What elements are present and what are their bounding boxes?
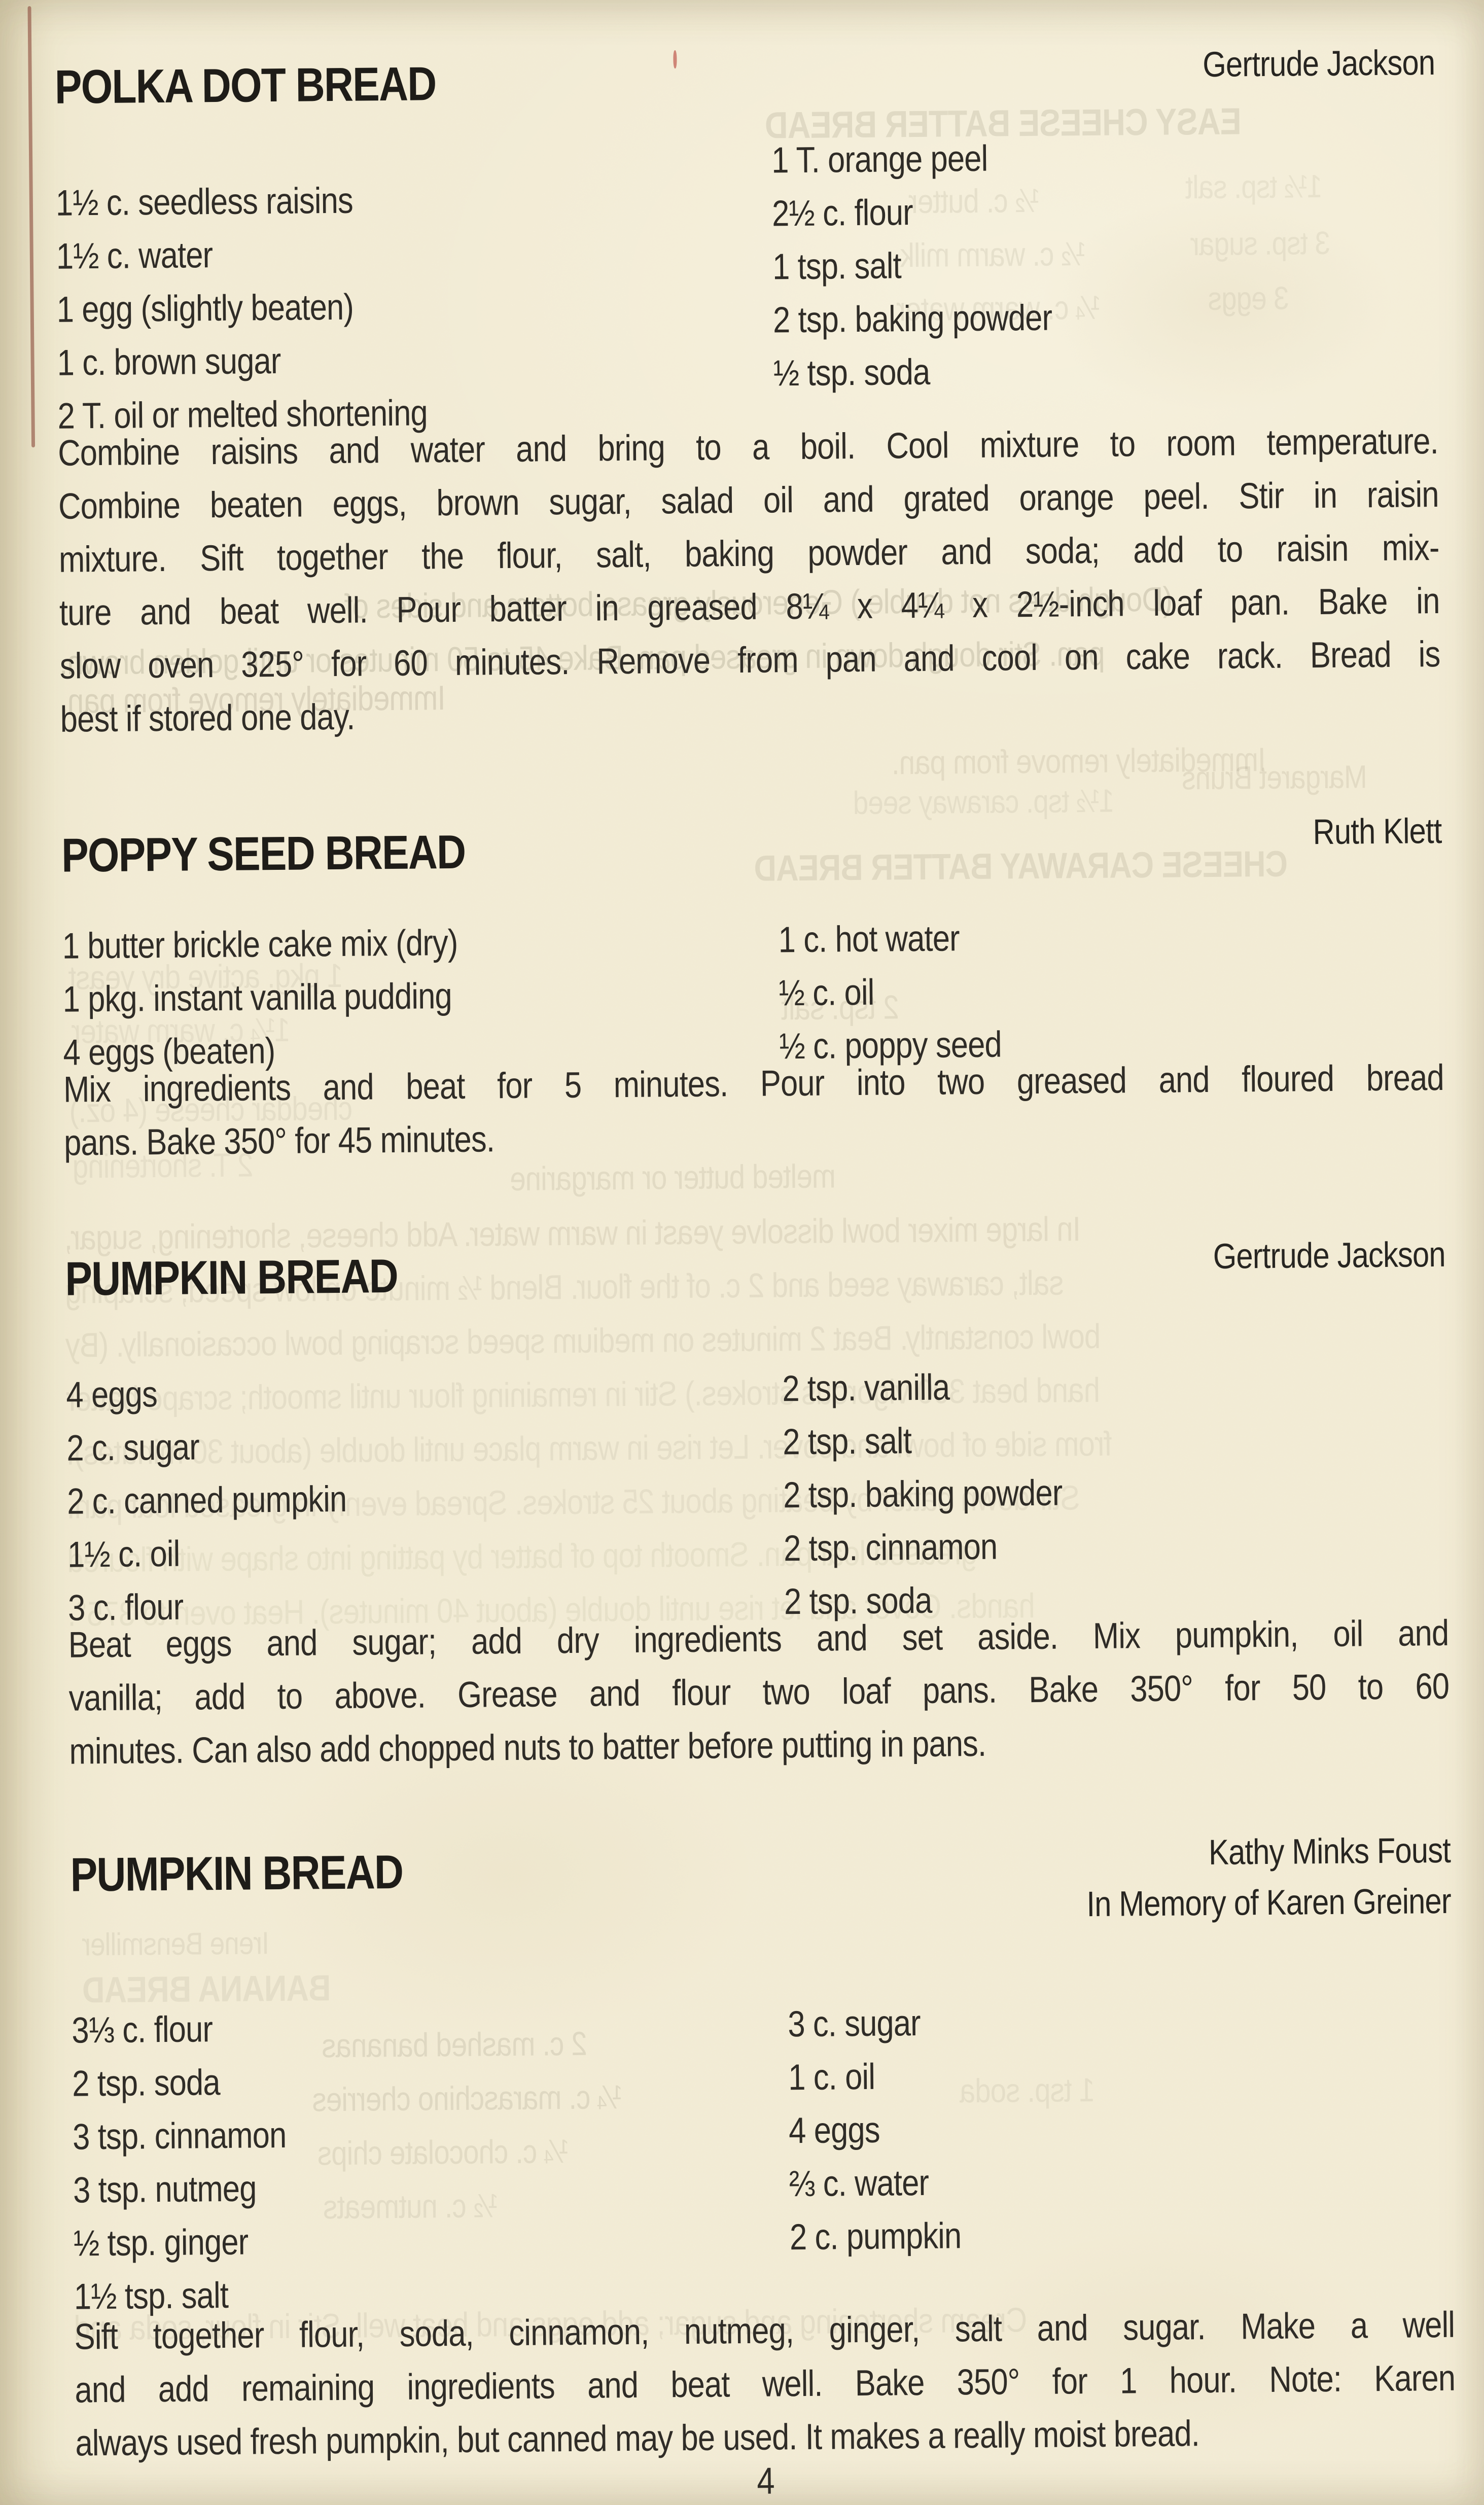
ingredient-line: 2 c. pumpkin [789,2215,962,2258]
instruction-line: pans. Bake 350° for 45 minutes. [63,1119,495,1163]
ingredient-line: ½ tsp. ginger [73,2221,249,2264]
instruction-line: minutes. Can also add chopped nuts to ba… [69,1723,986,1772]
ingredients-left-column: 1½ c. seedless raisins 1½ c. water 1 egg (… [55,170,774,443]
instructions: Mix ingredients and beat for 5 minutes. … [63,1051,1444,1170]
recipe-attribution: Gertrude Jackson [1203,37,1435,90]
instruction-line: best if stored one day. [60,696,355,740]
ingredient-line: 2 tsp. vanilla [782,1367,950,1409]
ingredient-line: 1½ c. water [56,235,213,277]
ingredient-line: 2 tsp. salt [782,1421,912,1463]
recipe-header: POPPY SEED BREAD Ruth Klett [61,805,1442,882]
ingredient-line: 1 c. oil [788,2056,875,2098]
instructions: Beat eggs and sugar; add dry ingredients… [68,1607,1450,1779]
ingredients-right-column: 1 T. orange peel 2½ c. flour 1 tsp. salt 2 … [771,128,1438,437]
ingredient-line: 2 tsp. soda [72,2062,220,2104]
ingredients-left-column: 1 butter brickle cake mix (dry) 1 pkg. in… [62,913,780,1079]
recipe-card: POLKA DOT BREAD Gertrude Jackson 1½ c. s… [54,37,1440,747]
ingredients-left-column: 3⅓ c. flour 2 tsp. soda 3 tsp. cinnamon 3 t… [72,1998,790,2323]
ingredient-columns: 4 eggs 2 c. sugar 2 c. canned pumpkin 1½ c.… [66,1357,1448,1635]
ingredient-line: 1 c. brown sugar [57,340,281,383]
attribution-line: Kathy Minks Foust [1208,1830,1451,1873]
ingredient-line: 2 c. sugar [66,1427,200,1469]
ingredient-line: 1 tsp. salt [772,245,902,288]
recipe-attribution: Gertrude Jackson [1213,1229,1445,1282]
recipe-attribution: Ruth Klett [1313,805,1442,857]
recipe-title: POLKA DOT BREAD [54,57,436,114]
ingredient-columns: 3⅓ c. flour 2 tsp. soda 3 tsp. cinnamon 3 t… [72,1992,1455,2324]
recipe-title: PUMPKIN BREAD [70,1845,403,1901]
recipe-card: PUMPKIN BREAD Gertrude Jackson 4 eggs 2 c… [65,1229,1450,1779]
instructions: Combine raisins and water and bring to a… [58,415,1441,747]
ingredients-right-column: 3 c. sugar 1 c. oil 4 eggs ⅔ c. water 2 c. p… [788,1992,1455,2317]
ingredient-columns: 1½ c. seedless raisins 1½ c. water 1 egg (… [55,138,1438,443]
ingredient-line: 2 tsp. cinnamon [783,1526,998,1569]
ingredient-line: 1 egg (slightly beaten) [56,287,354,330]
ingredient-line: 3 c. sugar [788,2002,921,2045]
recipe-header: PUMPKIN BREAD Gertrude Jackson [64,1229,1446,1306]
ingredient-line: 3⅓ c. flour [72,2009,213,2051]
ingredient-line: 4 eggs [66,1374,158,1416]
ingredient-line: ⅔ c. water [789,2162,929,2205]
attribution-line: In Memory of Karen Greiner [1086,1881,1452,1924]
recipe-header: POLKA DOT BREAD Gertrude Jackson [54,37,1435,114]
ingredient-line: 2 tsp. baking powder [783,1472,1063,1516]
recipe-title: PUMPKIN BREAD [64,1249,398,1306]
ingredient-line: 3 tsp. cinnamon [72,2114,287,2158]
ingredient-line: 1 T. orange peel [771,138,988,181]
ingredients-right-column: 1 c. hot water ½ c. oil ½ c. poppy seed [778,908,1443,1073]
ingredient-line: 1 butter brickle cake mix (dry) [62,922,458,967]
recipe-title: POPPY SEED BREAD [61,825,466,882]
ingredients-right-column: 2 tsp. vanilla 2 tsp. salt 2 tsp. baking p… [782,1357,1448,1629]
recipes: POLKA DOT BREAD Gertrude Jackson 1½ c. s… [54,37,1456,2471]
attribution-line: Gertrude Jackson [1202,42,1435,84]
recipe-card: PUMPKIN BREAD Kathy Minks Foust In Memory… [70,1825,1456,2471]
instructions: Sift together flour, soda, cinnamon, nut… [74,2299,1456,2471]
attribution-line: Gertrude Jackson [1213,1234,1446,1276]
ingredient-line: ½ c. oil [779,972,874,1014]
ingredient-line: 1½ c. seedless raisins [55,180,354,224]
recipe-attribution: Kathy Minks Foust In Memory of Karen Grei… [1086,1825,1451,1929]
ingredient-line: 2 c. canned pumpkin [66,1478,347,1522]
ingredient-line: 2 tsp. baking powder [772,297,1052,341]
ingredient-line: 4 eggs [788,2109,880,2151]
ingredient-line: 1 pkg. instant vanilla pudding [62,975,452,1020]
ingredient-line: 1 c. hot water [778,918,960,961]
ingredient-line: 2½ c. flour [771,192,913,234]
ingredient-line: ½ tsp. soda [773,351,930,394]
ingredients-left-column: 4 eggs 2 c. sugar 2 c. canned pumpkin 1½ c.… [66,1362,785,1635]
ingredient-line: 1½ c. oil [67,1533,180,1575]
ingredient-line: 3 tsp. nutmeg [73,2168,257,2211]
recipe-card: POPPY SEED BREAD Ruth Klett 1 butter bri… [61,805,1445,1170]
attribution-line: Ruth Klett [1313,810,1442,852]
recipe-header: PUMPKIN BREAD Kathy Minks Foust In Memory… [70,1825,1451,1938]
